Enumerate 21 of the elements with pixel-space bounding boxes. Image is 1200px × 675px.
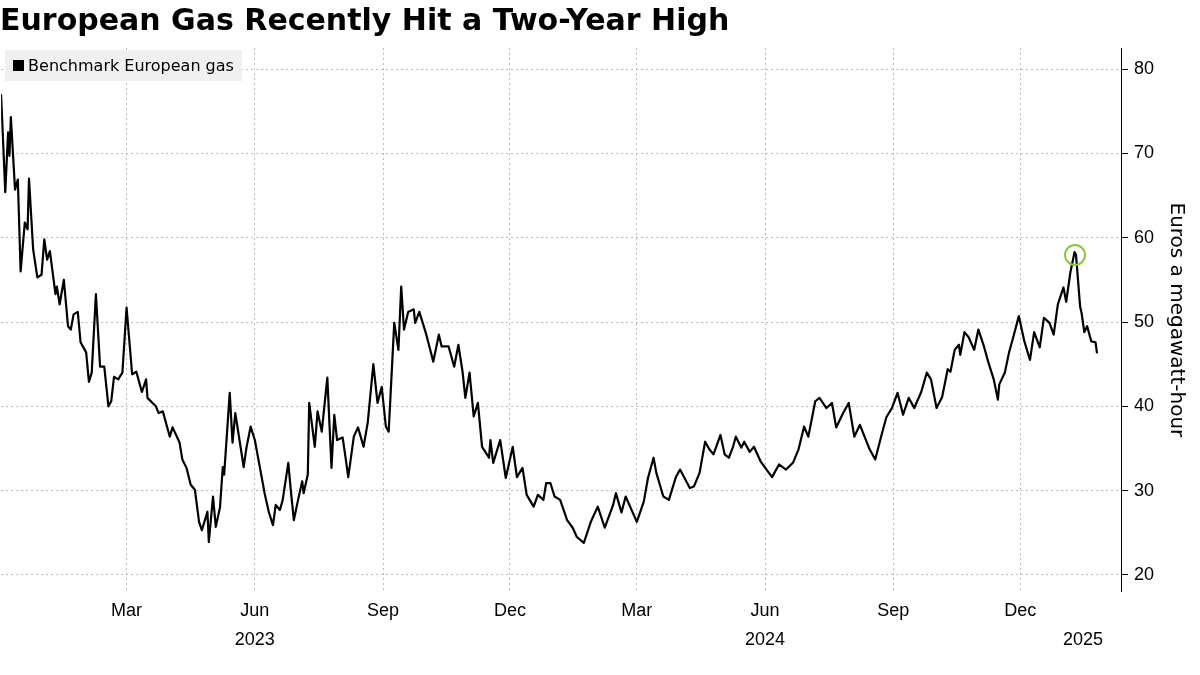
y-tick-label: 20 — [1133, 563, 1155, 584]
chart-title: European Gas Recently Hit a Two-Year High — [0, 1, 730, 37]
y-tick-label: 40 — [1133, 395, 1155, 416]
x2-tick-label: 2024 — [745, 629, 786, 650]
legend-label: Benchmark European gas — [28, 56, 234, 75]
x-tick-label: Dec — [493, 599, 526, 620]
y-tick-label: 50 — [1133, 310, 1155, 331]
y-tick-label: 70 — [1133, 142, 1155, 163]
x-tick-label: Dec — [1004, 599, 1037, 620]
y-axis-title: Euros a megawatt-hour — [1165, 202, 1190, 439]
x2-tick-label: 2023 — [234, 629, 275, 650]
x-tick-label: Mar — [621, 599, 653, 620]
y-tick-label: 60 — [1133, 226, 1155, 247]
x-tick-label: Sep — [367, 599, 400, 620]
x-tick-label: Mar — [111, 599, 143, 620]
x-tick-label: Jun — [240, 599, 270, 620]
x-tick-label: Jun — [750, 599, 780, 620]
x-tick-label: Sep — [877, 599, 910, 620]
y-tick-label: 30 — [1133, 479, 1155, 500]
x2-tick-label: 2025 — [1062, 629, 1103, 650]
y-tick-label: 80 — [1133, 58, 1155, 79]
